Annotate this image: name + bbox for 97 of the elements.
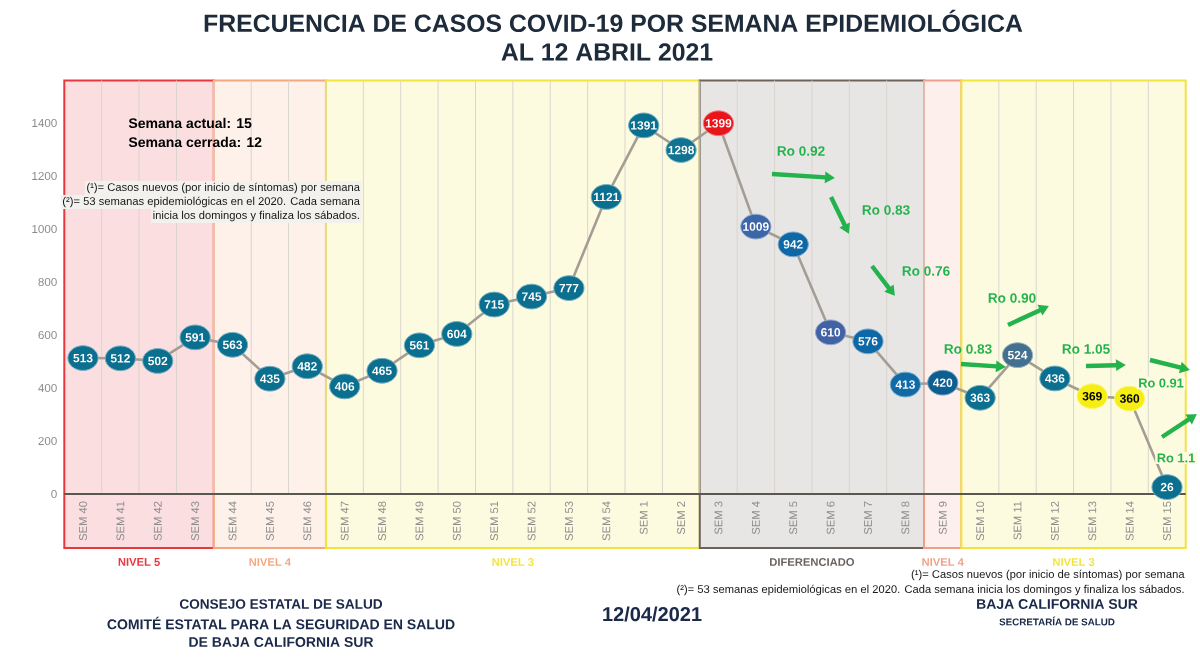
annotation: Ro 0.76	[902, 266, 950, 276]
annotation: inicia los domingos y finaliza los sábados.	[153, 210, 359, 222]
annotation: Ro 0.83	[944, 344, 992, 354]
band-label: DIFERENCIADO	[770, 558, 855, 566]
data-label: 26	[1160, 482, 1174, 492]
x-tick-label: SEM 12	[1050, 501, 1059, 541]
x-tick-label: SEM 49	[415, 501, 424, 541]
y-tick-label: 600	[38, 330, 57, 340]
y-tick-label: 1000	[32, 224, 57, 234]
y-tick-label: 0	[51, 489, 57, 499]
data-label: 524	[1007, 350, 1028, 360]
text: CONSEJO ESTATAL DE SALUD	[179, 599, 383, 609]
y-tick-label: 1200	[32, 171, 57, 181]
x-tick-label: SEM 2	[677, 501, 686, 535]
data-label: 512	[110, 354, 130, 363]
data-label: 745	[522, 292, 542, 301]
y-tick-label: 1400	[32, 118, 57, 128]
data-label: 420	[932, 378, 953, 387]
x-tick-label: SEM 52	[527, 501, 536, 541]
band-label: NIVEL 4	[249, 558, 291, 566]
annotation: Semana cerrada: 12	[128, 136, 262, 148]
annotation: Ro 0.90	[988, 293, 1036, 303]
data-label: 406	[334, 382, 355, 391]
x-tick-label: SEM 44	[228, 501, 237, 541]
x-tick-label: SEM 41	[116, 501, 125, 541]
y-tick-label: 800	[38, 277, 57, 287]
data-label: 435	[260, 374, 280, 383]
x-tick-label: SEM 4	[751, 501, 760, 535]
text: COMITÉ ESTATAL PARA LA SEGURIDAD EN SALUD	[107, 616, 455, 630]
x-tick-label: SEM 1	[639, 501, 648, 535]
data-label: 561	[409, 341, 430, 350]
y-tick-label: 400	[38, 383, 57, 393]
y-tick-label: 200	[38, 436, 57, 446]
x-tick-label: SEM 48	[378, 501, 386, 541]
data-label: 604	[447, 329, 467, 339]
x-tick-label: SEM 7	[864, 501, 872, 535]
data-label: 563	[222, 340, 243, 350]
x-tick-label: SEM 50	[452, 501, 461, 541]
data-label: 1121	[594, 192, 619, 202]
x-tick-label: SEM 42	[153, 501, 162, 541]
chart-subtitle: AL 12 ABRIL 2021	[501, 43, 713, 61]
text: (¹)= Casos nuevos (por inicio de síntomas) por semana	[911, 569, 1185, 581]
annotation: (¹)= Casos nuevos (por inicio de síntomas) por semana	[87, 182, 360, 194]
data-label: 777	[559, 283, 579, 293]
data-label: 1009	[743, 222, 769, 231]
data-label: 942	[783, 240, 803, 249]
x-tick-label: SEM 40	[79, 501, 87, 541]
x-tick-label: SEM 46	[303, 501, 312, 541]
data-label: 513	[73, 353, 93, 363]
text: DE BAJA CALIFORNIA SUR	[189, 637, 374, 647]
data-label: 436	[1045, 374, 1065, 383]
annotation: Ro 0.92	[777, 146, 825, 156]
data-label: 360	[1119, 394, 1140, 403]
x-tick-label: SEM 45	[265, 501, 274, 541]
data-label: 363	[970, 393, 990, 403]
x-tick-label: SEM 3	[714, 501, 723, 535]
data-label: 715	[484, 300, 504, 309]
annotation: Ro 0.91	[1139, 378, 1184, 388]
x-tick-label: SEM 10	[976, 501, 985, 541]
x-tick-label: SEM 54	[602, 501, 611, 541]
band-label: NIVEL 3	[1053, 558, 1095, 566]
band-label: NIVEL 3	[492, 558, 534, 566]
text: (²)= 53 semanas epidemiológicas en el 2020. Cada semana inicia los domingos y finaliza los sábados.	[677, 584, 1184, 596]
band-label: NIVEL 4	[922, 558, 964, 566]
x-tick-label: SEM 9	[938, 501, 947, 535]
annotation: Ro 0.83	[862, 205, 910, 215]
annotation: Ro 1.05	[1062, 344, 1110, 354]
chart-title: FRECUENCIA DE CASOS COVID-19 POR SEMANA EPIDEMIOLÓGICA	[204, 9, 1023, 33]
annotation: (²)= 53 semanas epidemiológicas en el 2020. Cada semana	[62, 196, 360, 208]
data-label: 576	[858, 337, 878, 346]
data-label: 1391	[631, 121, 657, 130]
x-tick-label: SEM 11	[1013, 501, 1022, 540]
data-label: 369	[1082, 391, 1102, 401]
annotation: Semana actual: 15	[128, 117, 252, 129]
x-tick-label: SEM 47	[340, 501, 349, 541]
x-tick-label: SEM 5	[789, 501, 798, 535]
x-tick-label: SEM 51	[490, 501, 499, 541]
data-label: 502	[148, 356, 168, 366]
data-label: 610	[821, 328, 841, 337]
data-label: 482	[297, 362, 317, 371]
x-tick-label: SEM 14	[1125, 501, 1134, 541]
text: SECRETARÍA DE SALUD	[999, 616, 1115, 626]
x-tick-label: SEM 6	[826, 501, 835, 535]
x-tick-label: SEM 53	[564, 501, 573, 541]
data-label: 591	[185, 333, 205, 342]
x-tick-label: SEM 43	[191, 501, 200, 541]
text: 12/04/2021	[603, 606, 702, 622]
x-tick-label: SEM 8	[901, 501, 910, 535]
band-label: NIVEL 5	[118, 558, 160, 566]
text: BAJA CALIFORNIA SUR	[977, 599, 1138, 609]
data-label: 465	[372, 366, 392, 376]
data-label: 413	[895, 380, 915, 389]
annotation: Ro 1.1	[1157, 453, 1195, 463]
data-label: 1399	[705, 119, 732, 128]
x-tick-label: SEM 15	[1163, 501, 1171, 541]
data-label: 1298	[668, 145, 695, 155]
x-tick-label: SEM 13	[1088, 501, 1097, 541]
